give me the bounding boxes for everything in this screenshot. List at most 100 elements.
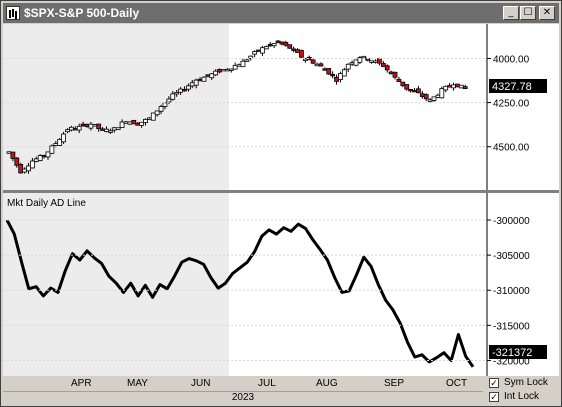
candle-up: [341, 69, 347, 77]
candle-up: [338, 73, 343, 80]
candle-down: [287, 44, 293, 49]
candle-up: [29, 160, 35, 169]
sym-lock-label: Sym Lock: [504, 377, 548, 388]
candle-down: [291, 48, 297, 51]
candle-up: [369, 60, 375, 63]
candle-down: [384, 65, 390, 71]
ad-tick-label: -310000: [493, 286, 530, 297]
candle-up: [458, 84, 464, 89]
candle-up: [139, 121, 144, 126]
candle-up: [232, 64, 238, 70]
candle-down: [447, 85, 453, 88]
ad-tick-label: -315000: [493, 321, 530, 332]
month-label: OCT: [446, 378, 468, 389]
candle-up: [92, 124, 98, 127]
month-label: MAY: [127, 378, 148, 389]
candle-up: [248, 55, 254, 60]
price-tick-label: 4500.00: [493, 143, 530, 154]
int-lock-label: Int Lock: [504, 391, 540, 402]
candle-up: [213, 70, 219, 76]
candle-up: [236, 64, 242, 67]
title-bar[interactable]: $SPX-S&P 500-Daily _ ☐ ✕: [3, 3, 559, 23]
candle-up: [104, 128, 109, 132]
candle-down: [330, 73, 336, 77]
ad-line-chart: Mkt Daily AD Line -300000-305000-310000-…: [3, 193, 547, 376]
candle-down: [400, 81, 406, 87]
candle-down: [131, 119, 137, 125]
candle-up: [244, 59, 250, 62]
candle-down: [396, 78, 402, 82]
candle-down: [96, 123, 102, 130]
sym-lock-checkbox[interactable]: ✓: [489, 378, 499, 388]
maximize-button[interactable]: ☐: [520, 6, 536, 20]
close-button[interactable]: ✕: [539, 6, 555, 20]
window-title: $SPX-S&P 500-Daily: [24, 6, 140, 20]
candle-down: [419, 93, 425, 97]
price-panel[interactable]: 4500.00 4250.00 4000.00 4327.78: [3, 24, 559, 190]
price-last-value: 4327.78: [492, 81, 532, 93]
candle-up: [201, 76, 207, 82]
candle-down: [100, 128, 105, 131]
candle-down: [326, 68, 332, 75]
candle-up: [61, 133, 66, 143]
candle-down: [462, 86, 468, 90]
date-axis: APR MAY JUN JUL AUG SEP OCT 2023: [3, 376, 483, 406]
candle-up: [174, 92, 180, 95]
candle-up: [143, 118, 148, 123]
candle-down: [41, 154, 47, 158]
candle-down: [412, 90, 417, 93]
candle-down: [14, 157, 20, 166]
candle-up: [252, 51, 258, 55]
ad-line-panel[interactable]: Mkt Daily AD Line -300000 -305000 -310000-…: [3, 193, 559, 376]
int-lock-checkbox[interactable]: ✓: [489, 392, 499, 402]
candle-up: [221, 69, 226, 72]
minimize-button[interactable]: _: [503, 6, 519, 20]
price-ticks: 4500.00 4250.00 4000.00: [3, 54, 530, 154]
candle-up: [53, 143, 59, 146]
candle-up: [88, 123, 94, 129]
candle-up: [76, 125, 82, 131]
month-label: SEP: [384, 378, 405, 389]
candle-up: [189, 82, 195, 87]
candle-up: [349, 62, 355, 65]
int-lock-toggle[interactable]: ✓ Int Lock: [487, 391, 561, 404]
candle-up: [111, 127, 117, 131]
candle-down: [392, 71, 398, 78]
price-chart: 4500.00 4250.00 4000.00 4327.78: [3, 24, 547, 190]
candle-up: [150, 112, 156, 121]
candle-down: [455, 83, 460, 88]
ad-ticks: -300000 -305000 -310000 -315000 -320000: [3, 216, 530, 367]
candle-up: [361, 55, 367, 59]
candle-down: [279, 41, 285, 45]
candle-down: [295, 49, 300, 53]
panel-splitter[interactable]: [3, 190, 559, 193]
candle-up: [37, 155, 43, 162]
candle-up: [271, 43, 277, 47]
candle-down: [377, 58, 382, 64]
sym-lock-toggle[interactable]: ✓ Sym Lock: [487, 377, 561, 390]
month-label: JUL: [258, 378, 276, 389]
candle-up: [22, 168, 27, 173]
candle-up: [185, 85, 191, 90]
ad-tick-label: -305000: [493, 251, 530, 262]
candle-up: [68, 126, 74, 131]
chart-area[interactable]: 4500.00 4250.00 4000.00 4327.78 Mkt Daily …: [3, 24, 559, 376]
candle-up: [119, 121, 125, 128]
candle-down: [72, 128, 78, 131]
candle-up: [224, 68, 230, 72]
candle-up: [45, 151, 51, 158]
candle-down: [388, 71, 394, 75]
candle-up: [451, 84, 456, 89]
candle-down: [256, 49, 261, 52]
candle-up: [353, 59, 359, 66]
candle-down: [408, 89, 414, 92]
candle-down: [404, 84, 410, 90]
candle-up: [170, 93, 176, 100]
candle-up: [228, 68, 234, 71]
ad-tick-label: -300000: [493, 216, 530, 227]
candle-up: [314, 63, 320, 67]
candle-down: [283, 41, 289, 46]
candle-down: [80, 123, 86, 126]
candle-up: [57, 139, 63, 146]
